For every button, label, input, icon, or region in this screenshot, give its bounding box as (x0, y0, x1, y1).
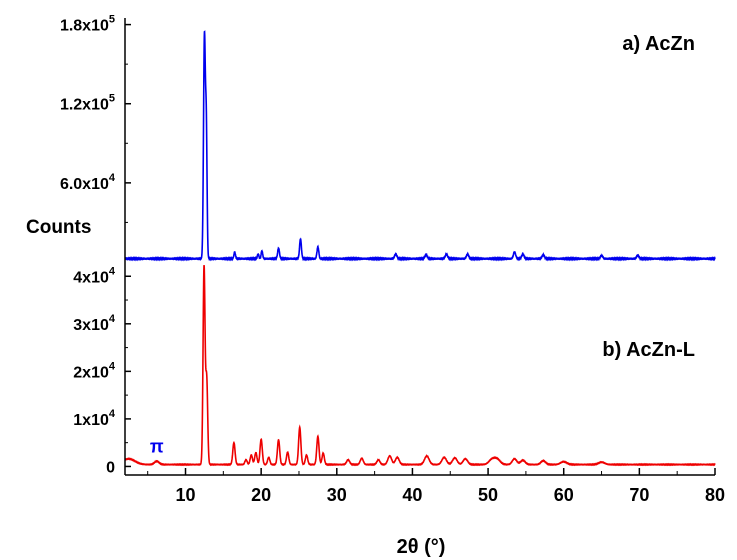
y-tick-label-a-2: 1.8x105 (60, 14, 115, 35)
panel-a-label: a) AcZn (622, 33, 695, 55)
y-tick-label-b-0: 0 (106, 459, 115, 476)
series-line-b (124, 265, 716, 467)
x-tick-label-0: 10 (175, 485, 195, 505)
y-tick-label-b-2: 2x104 (73, 360, 116, 381)
x-axis: 10 20 30 40 50 60 70 80 (125, 468, 725, 505)
y-tick-label-a-1: 1.2x105 (60, 93, 115, 114)
y-tick-label-a-0: 6.0x104 (60, 172, 116, 193)
x-tick-label-4: 50 (478, 485, 498, 505)
x-tick-label-3: 40 (402, 485, 422, 505)
series-line-a (124, 30, 716, 262)
x-tick-label-2: 30 (327, 485, 347, 505)
x-tick-label-7: 80 (705, 485, 725, 505)
panel-b-label: b) AcZn-L (602, 339, 695, 361)
x-tick-label-6: 70 (629, 485, 649, 505)
y-axis-label: Counts (26, 217, 91, 238)
x-tick-label-1: 20 (251, 485, 271, 505)
panel-b: 0 1x104 2x104 3x104 4x104 π (73, 262, 716, 476)
y-tick-label-b-4: 4x104 (73, 265, 116, 286)
annotation-pi: π (150, 437, 164, 457)
x-axis-label: 2θ (°) (397, 536, 446, 558)
y-tick-label-b-3: 3x104 (73, 313, 116, 334)
x-tick-label-5: 60 (554, 485, 574, 505)
y-tick-label-b-1: 1x104 (73, 408, 116, 429)
panel-a: 6.0x104 1.2x105 1.8x105 (60, 14, 716, 262)
